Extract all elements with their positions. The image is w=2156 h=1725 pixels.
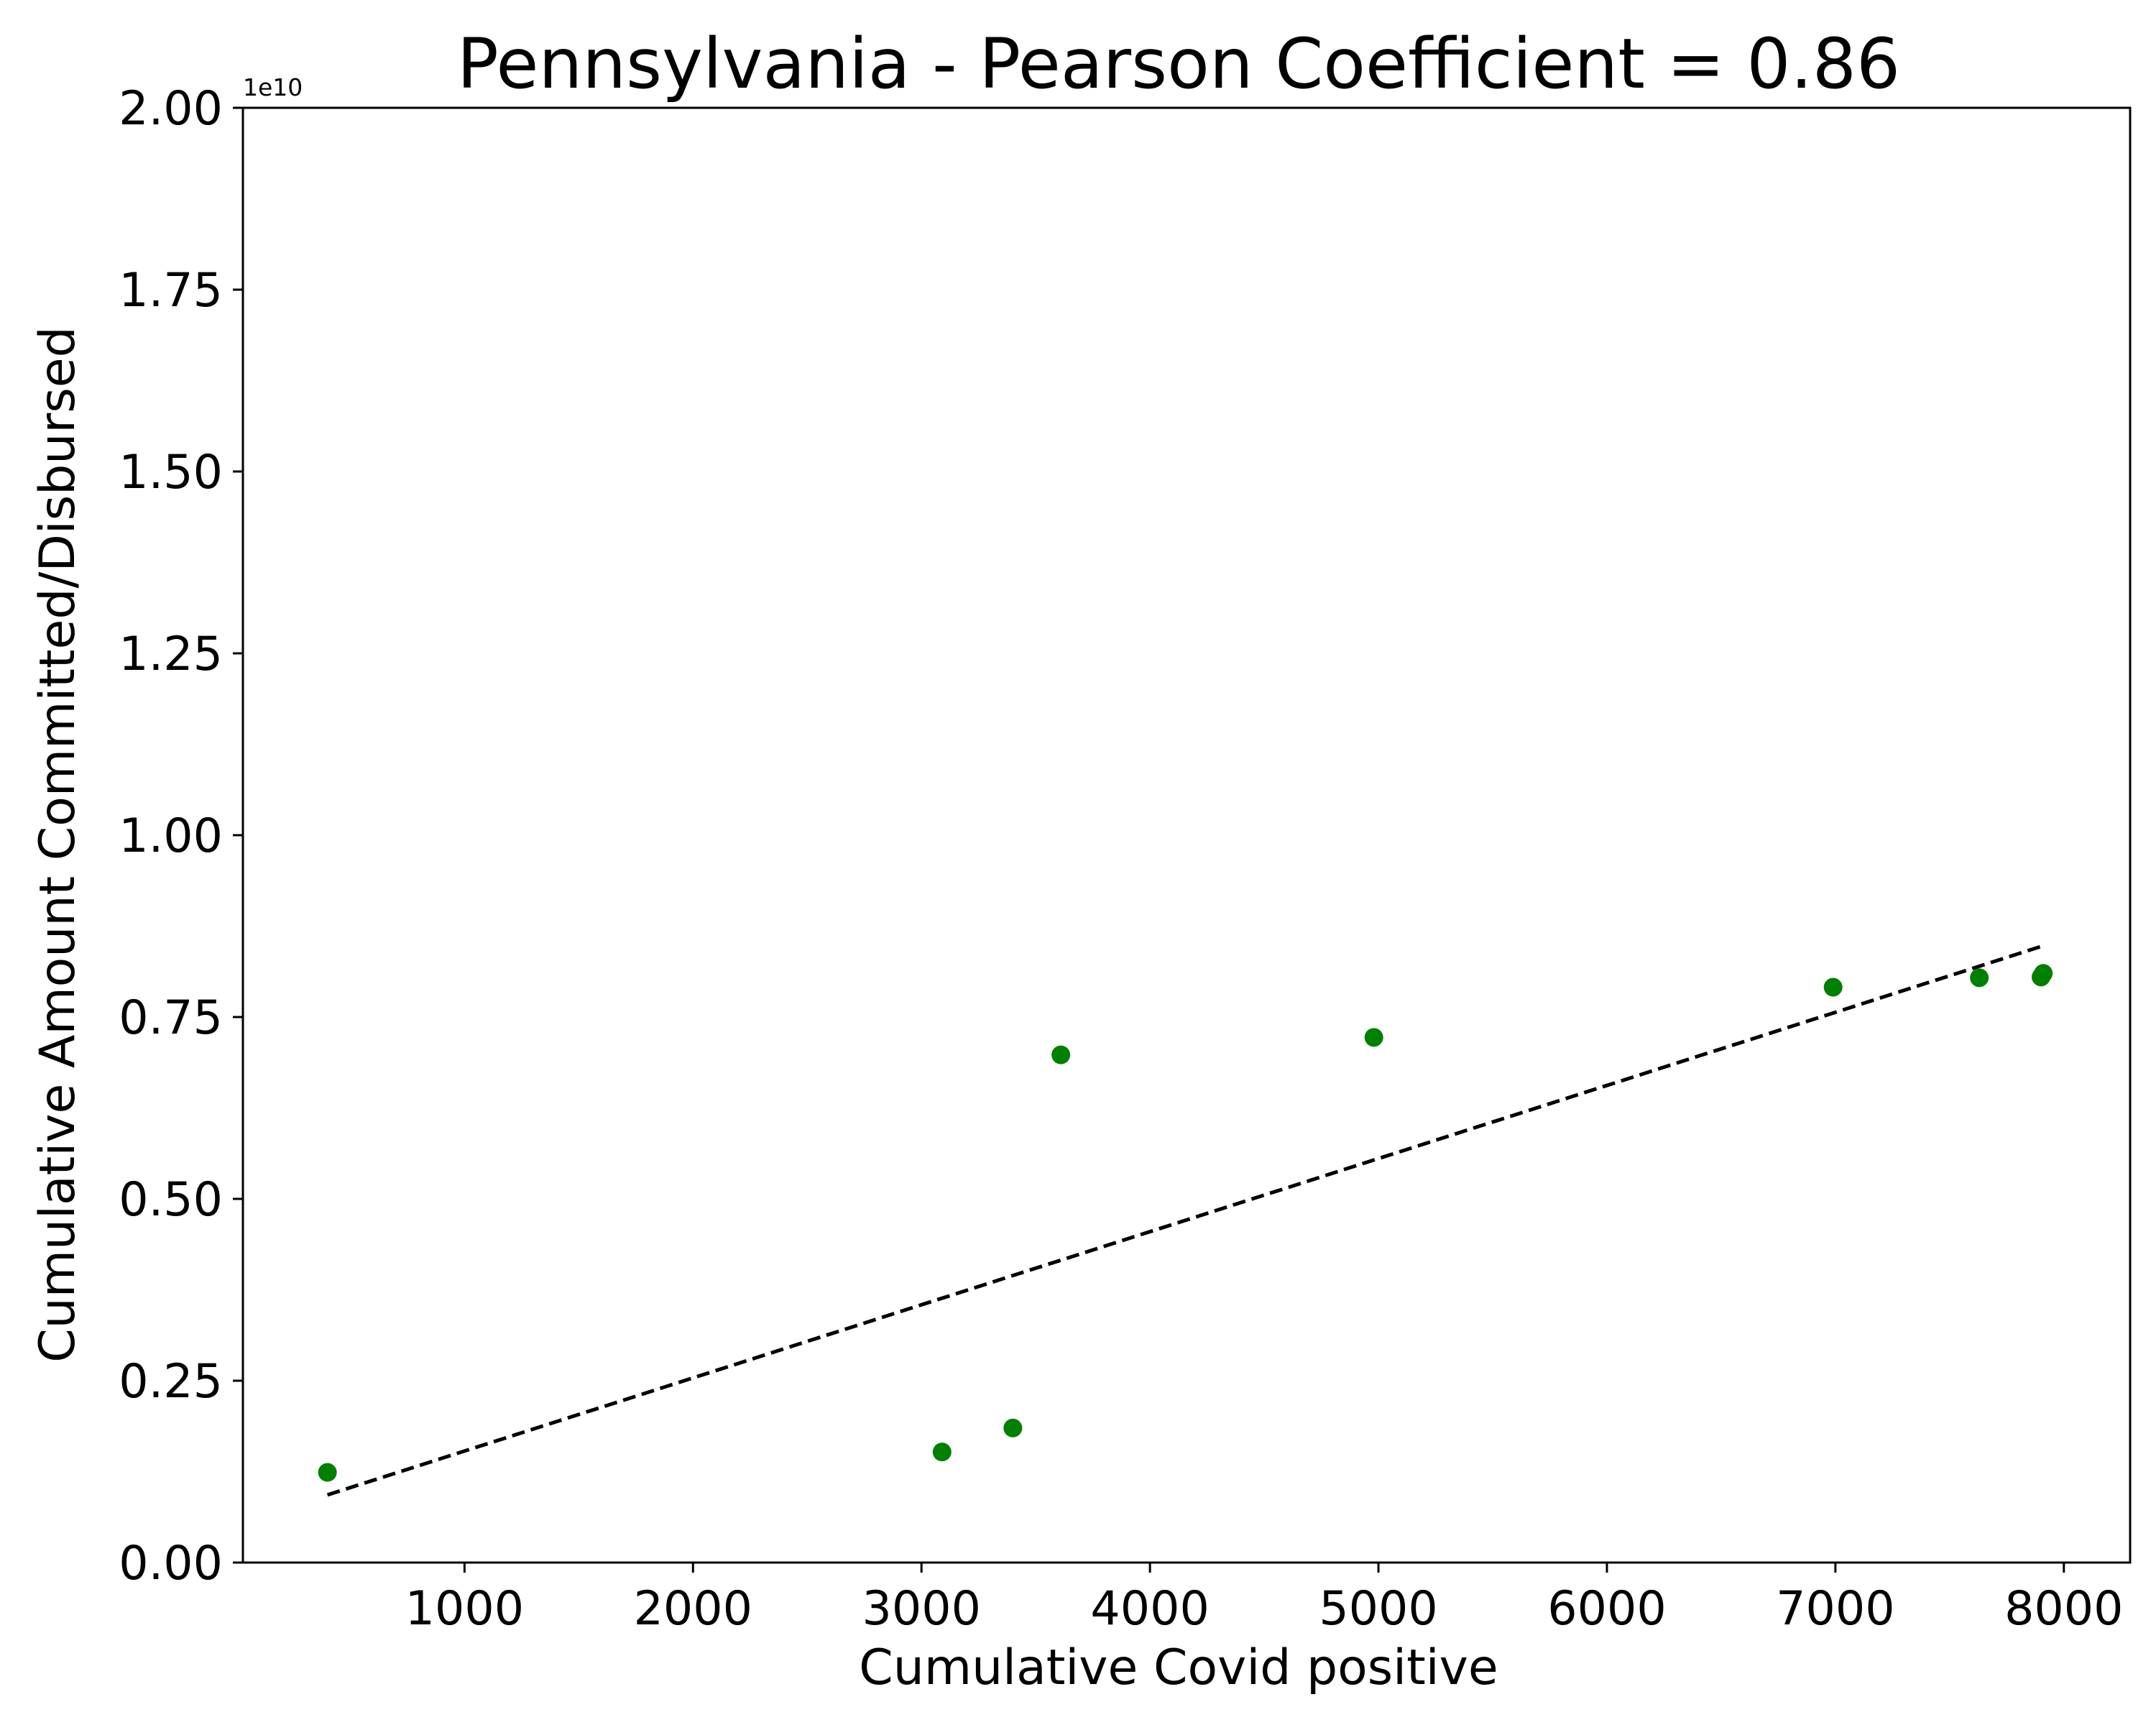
y-tick-label: 1.00: [119, 809, 223, 863]
data-point: [932, 1443, 952, 1462]
y-tick-label: 0.25: [119, 1355, 223, 1409]
x-tick-label: 1000: [405, 1582, 524, 1636]
data-point: [318, 1463, 337, 1482]
y-axis-label: Cumulative Amount Committed/Disbursed: [29, 326, 86, 1363]
data-point: [1970, 968, 1989, 988]
data-point: [1364, 1028, 1383, 1047]
y-tick-label: 2.00: [119, 82, 223, 136]
y-tick-label: 1.75: [119, 264, 223, 318]
data-point: [2034, 964, 2053, 983]
y-tick-label: 1.50: [119, 446, 223, 500]
data-points: [318, 964, 2053, 1482]
data-point: [1051, 1045, 1071, 1064]
x-tick-label: 3000: [862, 1582, 981, 1636]
y-tick-label: 0.00: [119, 1537, 223, 1591]
x-tick-label: 5000: [1319, 1582, 1437, 1636]
x-tick-label: 8000: [2004, 1582, 2123, 1636]
data-point: [1003, 1418, 1023, 1438]
x-axis-ticks: 1000 2000 3000 4000 5000 6000 7000 8000: [405, 1563, 2124, 1636]
chart-title: Pennsylvania - Pearson Coefficient = 0.8…: [457, 24, 1900, 104]
x-tick-label: 6000: [1547, 1582, 1666, 1636]
y-tick-label: 0.50: [119, 1173, 223, 1227]
y-tick-label: 0.75: [119, 991, 223, 1045]
trend-line: [326, 944, 2044, 1497]
x-tick-label: 7000: [1776, 1582, 1894, 1636]
y-tick-label: 1.25: [119, 627, 223, 681]
plot-area-frame: [241, 106, 2132, 1564]
x-axis-label: Cumulative Covid positive: [859, 1639, 1498, 1696]
x-tick-label: 2000: [634, 1582, 752, 1636]
x-tick-label: 4000: [1090, 1582, 1209, 1636]
y-axis-ticks: 0.00 0.25 0.50 0.75 1.00 1.25 1.50 1.75 2.00: [119, 82, 243, 1591]
y-axis-offset-label: 1e10: [243, 73, 303, 101]
data-point: [1823, 978, 1843, 997]
